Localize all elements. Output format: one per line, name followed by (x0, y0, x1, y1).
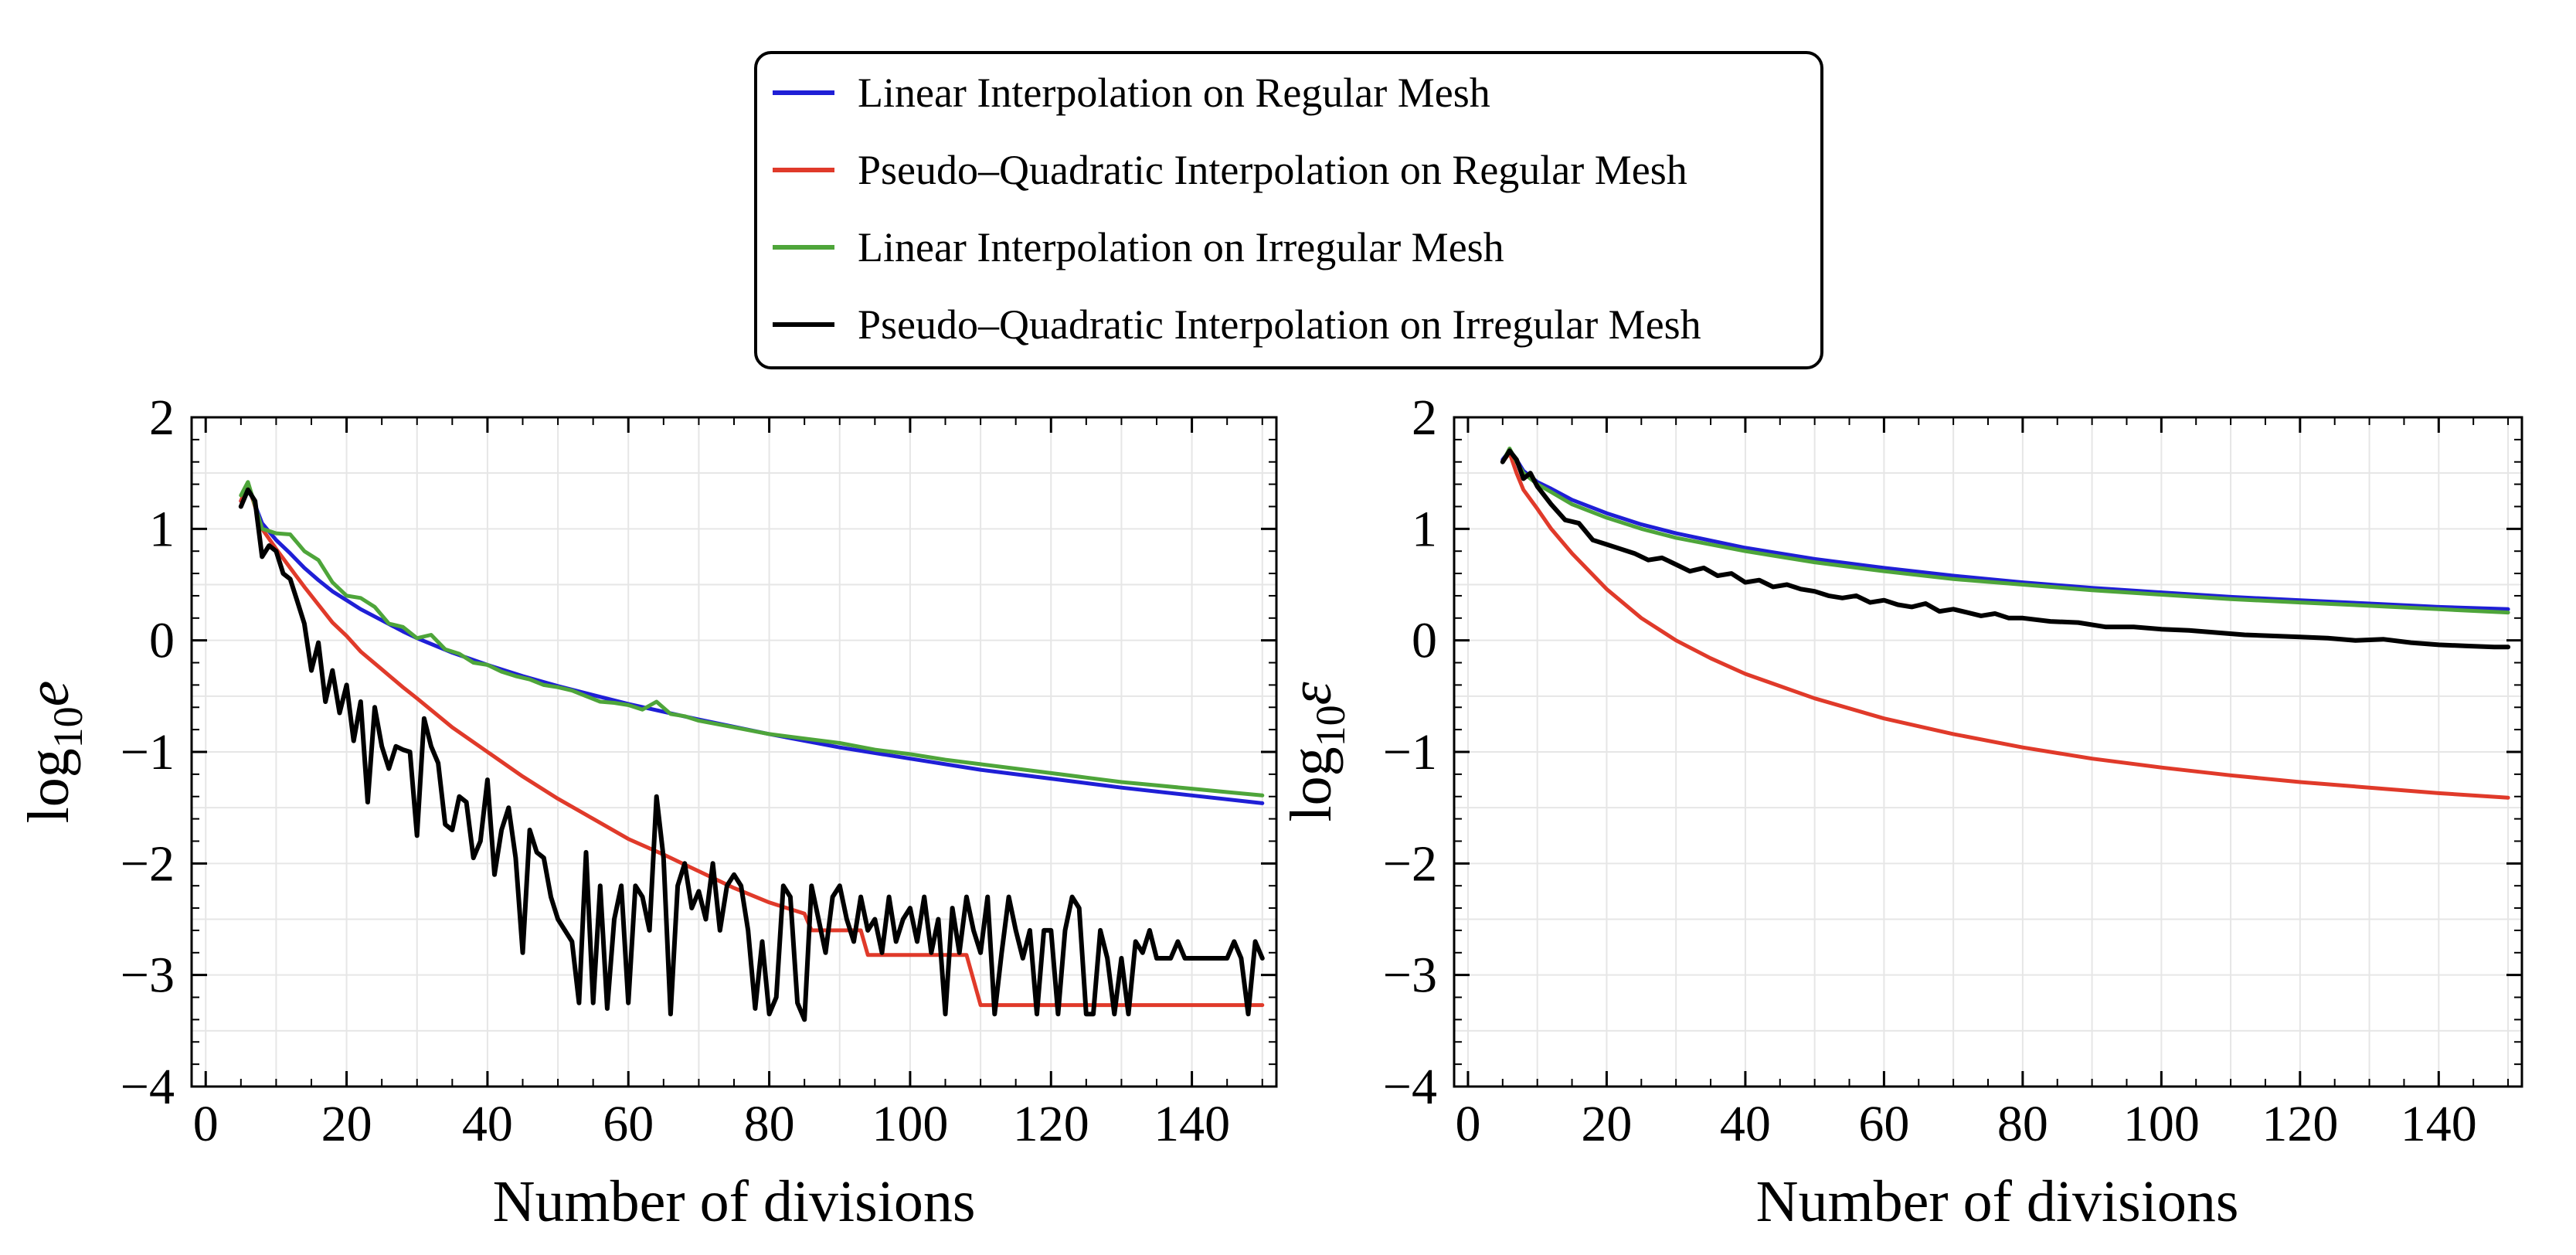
plot-frame (190, 416, 1278, 1088)
y-axis-title-var: e (16, 681, 81, 707)
x-tick-label: 120 (2262, 1096, 2338, 1152)
x-tick-label: 120 (1013, 1096, 1089, 1152)
legend-swatch (773, 90, 834, 95)
series-line-pseudo-quadratic-interpolation-on-regular-mesh (239, 482, 1265, 1008)
x-tick-label: 40 (1720, 1096, 1771, 1152)
y-tick-label: −4 (1383, 1059, 1437, 1115)
y-tick-label: 1 (149, 501, 175, 557)
y-axis-title-var: ε (1279, 682, 1344, 705)
x-tick-label: 80 (744, 1096, 795, 1152)
legend-swatch (773, 322, 834, 327)
y-tick-label: −3 (121, 947, 175, 1004)
y-axis-title: log10e (16, 681, 91, 824)
y-tick-label: −2 (1383, 835, 1437, 892)
legend-label: Linear Interpolation on Irregular Mesh (858, 224, 1504, 270)
legend-item: Pseudo–Quadratic Interpolation on Irregu… (773, 301, 1701, 348)
x-axis-title: Number of divisions (493, 1169, 976, 1234)
grid-lines (1454, 417, 2522, 1087)
x-tick-label: 140 (1154, 1096, 1230, 1152)
y-tick-label: 2 (1412, 389, 1437, 446)
series-line-pseudo-quadratic-interpolation-on-irregular-mesh (1500, 448, 2511, 650)
x-tick-label: 80 (1997, 1096, 2048, 1152)
series-line-pseudo-quadratic-interpolation-on-irregular-mesh (238, 487, 1265, 1022)
y-axis-title-base: log (1279, 747, 1344, 821)
x-tick-label: 60 (603, 1096, 654, 1152)
x-tick-label: 100 (872, 1096, 948, 1152)
legend-label: Pseudo–Quadratic Interpolation on Irregu… (858, 301, 1701, 348)
series-group (238, 480, 1265, 1022)
legend-item: Linear Interpolation on Regular Mesh (773, 70, 1490, 116)
x-tick-label: 140 (2401, 1096, 2477, 1152)
grid-lines (192, 417, 1276, 1087)
y-axis-title: log10ε (1279, 682, 1354, 821)
y-tick-label: 2 (149, 389, 175, 446)
y-tick-label: −3 (1383, 947, 1437, 1004)
x-tick-label: 20 (321, 1096, 372, 1152)
series-line-pseudo-quadratic-interpolation-on-regular-mesh (1500, 451, 2510, 800)
legend-item: Linear Interpolation on Irregular Mesh (773, 224, 1504, 270)
y-tick-label: −4 (121, 1059, 175, 1115)
y-tick-label: −1 (121, 724, 175, 781)
legend-label: Linear Interpolation on Regular Mesh (858, 70, 1490, 116)
series-group (1500, 446, 2511, 800)
y-axis-title-sub: 10 (1307, 705, 1354, 747)
legend-item: Pseudo–Quadratic Interpolation on Regula… (773, 147, 1687, 193)
y-tick-label: −2 (121, 835, 175, 892)
x-tick-label: 0 (193, 1096, 219, 1152)
series-line-linear-interpolation-on-irregular-mesh (239, 480, 1265, 798)
x-tick-label: 60 (1858, 1096, 1909, 1152)
x-axis-title: Number of divisions (1756, 1169, 2239, 1234)
legend-swatch (773, 245, 834, 250)
y-tick-label: −1 (1383, 724, 1437, 781)
legend-swatch (773, 168, 834, 172)
plot-frame (1453, 416, 2523, 1088)
y-axis-title-base: log (16, 748, 81, 823)
y-tick-label: 1 (1412, 501, 1437, 557)
x-tick-label: 0 (1455, 1096, 1480, 1152)
series-line-linear-interpolation-on-irregular-mesh (1500, 446, 2510, 615)
y-tick-label: 0 (1412, 613, 1437, 669)
chart-legend: Linear Interpolation on Regular Mesh Pse… (754, 51, 1823, 369)
x-tick-label: 40 (462, 1096, 513, 1152)
minor-ticks (1454, 417, 2522, 1087)
minor-ticks (192, 417, 1276, 1087)
x-tick-label: 20 (1581, 1096, 1632, 1152)
legend-label: Pseudo–Quadratic Interpolation on Regula… (858, 147, 1687, 193)
y-axis-title-sub: 10 (45, 706, 91, 748)
y-tick-label: 0 (149, 613, 175, 669)
x-tick-label: 100 (2123, 1096, 2200, 1152)
